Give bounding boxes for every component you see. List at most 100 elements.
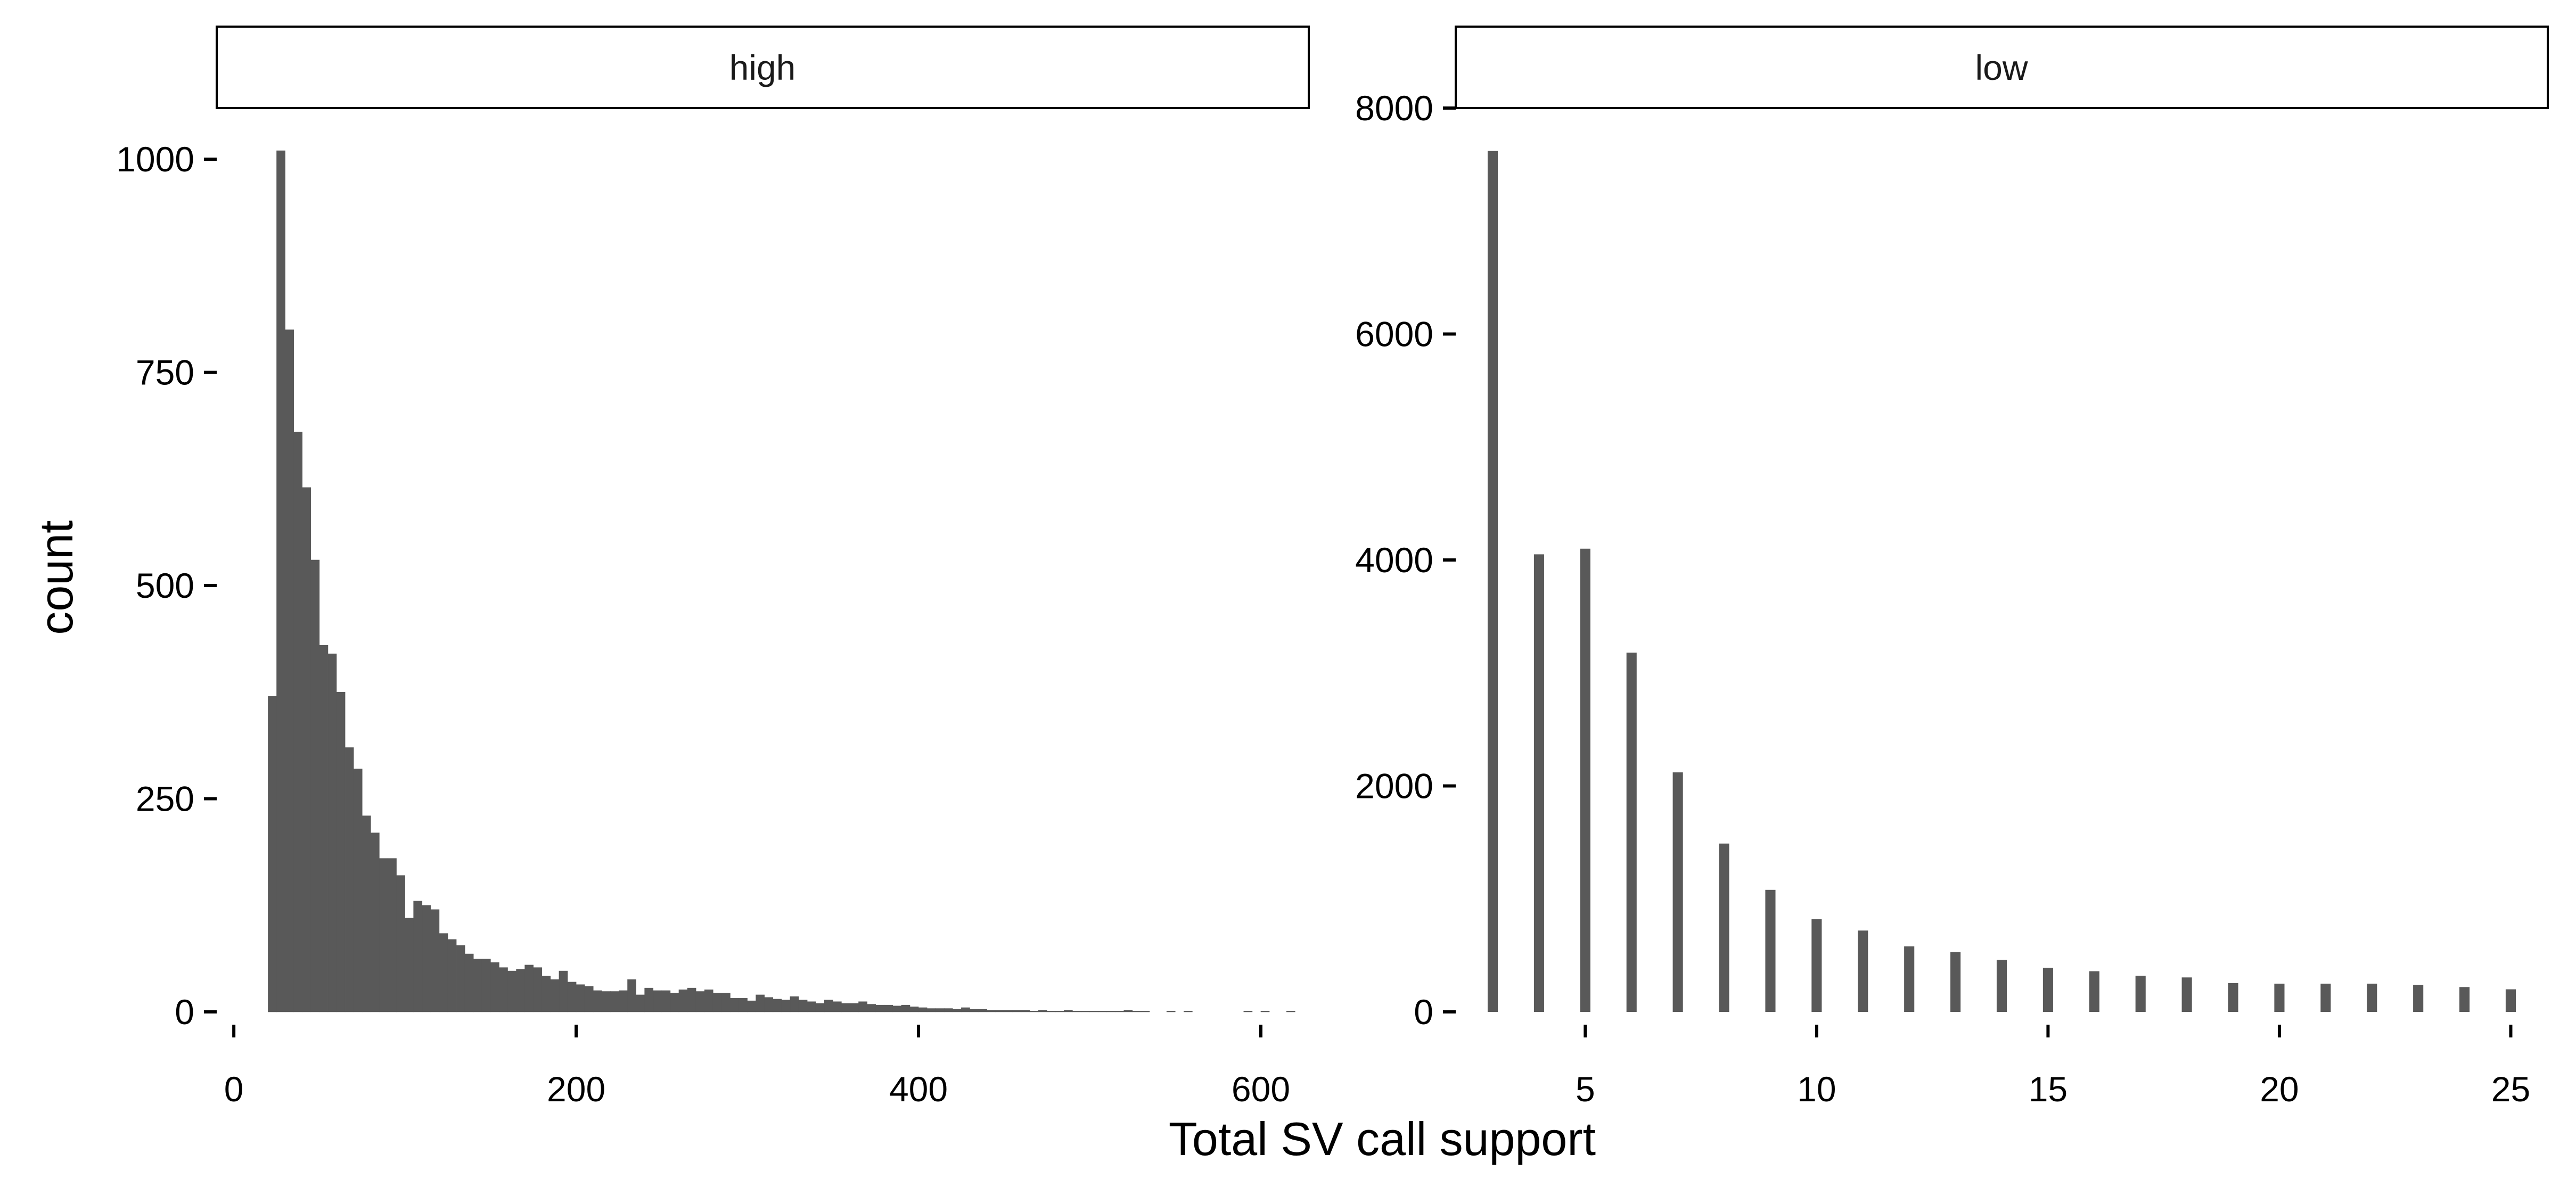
bar-high-26 <box>490 962 499 1012</box>
x-tick-label-high-600: 600 <box>1232 1069 1290 1109</box>
bar-high-107 <box>1286 1011 1295 1012</box>
bar-high-25 <box>481 959 491 1012</box>
bar-low-15 <box>2042 968 2053 1012</box>
bar-high-27 <box>499 967 508 1012</box>
bar-low-22 <box>2367 983 2377 1012</box>
bar-high-85 <box>995 1010 1005 1012</box>
bar-high-100 <box>1123 1010 1133 1012</box>
bar-high-28 <box>507 970 516 1012</box>
bar-high-57 <box>756 994 765 1012</box>
bar-high-17 <box>413 901 423 1012</box>
bar-high-49 <box>687 987 696 1012</box>
y-tick-label-low-6000: 6000 <box>1355 315 1433 354</box>
bar-high-78 <box>935 1008 945 1012</box>
bar-high-83 <box>978 1009 987 1012</box>
bar-high-63 <box>807 1001 816 1012</box>
bar-high-29 <box>516 969 525 1012</box>
bar-low-14 <box>1996 960 2007 1012</box>
bar-high-2 <box>285 329 294 1012</box>
bar-high-16 <box>405 918 414 1012</box>
bar-high-31 <box>533 967 543 1012</box>
bar-low-12 <box>1904 946 1915 1012</box>
bar-high-35 <box>567 982 577 1012</box>
bar-high-91 <box>1046 1011 1056 1012</box>
bar-high-22 <box>456 945 465 1012</box>
bars-high <box>268 150 1295 1012</box>
bar-low-11 <box>1858 930 1868 1012</box>
bar-high-24 <box>473 959 482 1012</box>
bar-high-41 <box>619 990 628 1012</box>
bar-high-55 <box>739 998 748 1012</box>
x-tick-label-low-20: 20 <box>2260 1069 2299 1109</box>
bar-high-48 <box>678 990 688 1012</box>
bar-high-104 <box>1184 1011 1193 1012</box>
bar-high-30 <box>524 965 534 1012</box>
bar-high-7 <box>327 653 337 1012</box>
bar-high-51 <box>704 990 713 1012</box>
bar-high-101 <box>1132 1011 1142 1012</box>
y-tick-label-high-0: 0 <box>175 992 194 1032</box>
bar-high-50 <box>695 991 705 1012</box>
bar-high-3 <box>293 432 303 1012</box>
y-tick-label-low-4000: 4000 <box>1355 540 1433 580</box>
bar-high-58 <box>764 997 774 1012</box>
strip-high <box>216 26 1310 109</box>
bar-high-19 <box>430 909 440 1012</box>
bar-high-56 <box>747 1000 756 1012</box>
x-tick-label-low-25: 25 <box>2491 1069 2530 1109</box>
bar-high-90 <box>1038 1010 1047 1012</box>
bar-high-86 <box>1004 1010 1013 1012</box>
bar-high-81 <box>961 1007 970 1012</box>
bar-high-61 <box>790 996 799 1012</box>
panel-low: low 0 2000 4000 6000 8000 5 10 15 20 25 <box>1355 26 2549 1109</box>
y-tick-label-high-500: 500 <box>136 566 194 605</box>
bar-high-21 <box>447 939 457 1012</box>
bar-high-77 <box>926 1008 936 1012</box>
bar-high-92 <box>1055 1011 1064 1012</box>
y-ticks-high: 0 250 500 750 1000 <box>116 139 217 1032</box>
y-tick-label-low-0: 0 <box>1414 992 1433 1032</box>
x-ticks-low: 5 10 15 20 25 <box>1576 1025 2530 1109</box>
bar-high-13 <box>379 858 388 1012</box>
bar-low-24 <box>2459 987 2470 1012</box>
x-tick-label-high-200: 200 <box>547 1069 605 1109</box>
bar-high-87 <box>1012 1010 1022 1012</box>
bar-low-16 <box>2089 971 2099 1012</box>
bar-high-93 <box>1063 1010 1073 1012</box>
bar-high-6 <box>319 645 329 1012</box>
y-tick-label-high-250: 250 <box>136 779 194 819</box>
bar-high-52 <box>712 993 722 1012</box>
x-tick-label-high-400: 400 <box>889 1069 948 1109</box>
bar-high-102 <box>1141 1011 1150 1012</box>
y-tick-label-high-750: 750 <box>136 353 194 392</box>
x-axis-title: Total SV call support <box>1169 1112 1596 1165</box>
bar-high-73 <box>892 1006 902 1012</box>
bar-low-17 <box>2135 976 2146 1012</box>
bar-low-5 <box>1580 548 1590 1012</box>
bar-high-74 <box>901 1004 910 1012</box>
bar-low-18 <box>2181 977 2192 1012</box>
bar-high-36 <box>576 984 585 1012</box>
bar-high-4 <box>302 487 311 1012</box>
bar-high-103 <box>1166 1011 1176 1012</box>
y-tick-label-low-2000: 2000 <box>1355 767 1433 806</box>
bar-high-47 <box>670 993 679 1012</box>
bar-high-96 <box>1089 1011 1098 1012</box>
panel-high: high 0 250 500 750 1000 0 200 400 600 <box>116 26 1310 1109</box>
bar-high-32 <box>542 976 551 1012</box>
x-tick-label-low-15: 15 <box>2029 1069 2068 1109</box>
y-axis-title: count <box>30 520 83 634</box>
bar-low-21 <box>2320 983 2331 1012</box>
bar-high-54 <box>730 998 739 1012</box>
bar-high-79 <box>944 1008 953 1012</box>
bar-high-106 <box>1260 1011 1270 1012</box>
bar-high-5 <box>310 559 320 1012</box>
strip-label-low: low <box>1975 48 2028 87</box>
bar-high-39 <box>602 991 611 1012</box>
bar-low-3 <box>1487 151 1498 1012</box>
strip-label-high: high <box>729 48 796 87</box>
bar-high-69 <box>858 1001 867 1012</box>
bar-high-84 <box>987 1010 996 1012</box>
x-tick-label-high-0: 0 <box>224 1069 244 1109</box>
